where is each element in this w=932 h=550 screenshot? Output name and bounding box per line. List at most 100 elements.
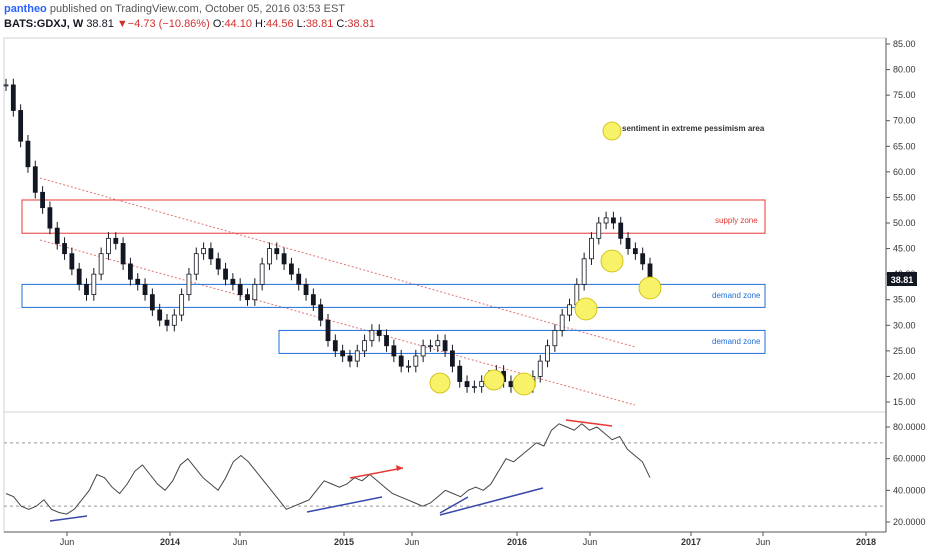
candle-body bbox=[479, 381, 485, 388]
time-tick-label: Jun bbox=[233, 537, 248, 547]
sentiment-marker-icon bbox=[512, 372, 536, 396]
time-tick-label: 2016 bbox=[507, 537, 527, 547]
divergence-line-red bbox=[349, 467, 404, 479]
candle-body bbox=[267, 248, 272, 265]
sentiment-marker-icon bbox=[600, 249, 624, 273]
osc-tick-label: 40.0000 bbox=[893, 485, 926, 495]
candle-body bbox=[40, 191, 45, 209]
low-value: 38.81 bbox=[305, 18, 334, 30]
candle-body bbox=[310, 294, 316, 306]
time-tick-label: Jun bbox=[583, 537, 598, 547]
candle-body bbox=[171, 314, 177, 326]
candle-body bbox=[259, 263, 265, 285]
price-tick-label: 65.00 bbox=[893, 141, 916, 151]
candle-body bbox=[552, 329, 558, 347]
supply-zone-box bbox=[21, 199, 766, 234]
price-tick-label: 20.00 bbox=[893, 371, 916, 381]
ohlc-line: BATS:GDXJ, W 38.81 ▼−4.73 (−10.86%) O:44… bbox=[4, 17, 375, 32]
divergence-line-1 bbox=[49, 515, 88, 522]
candle-body bbox=[537, 360, 543, 377]
candle-body bbox=[457, 365, 463, 382]
candle-body bbox=[428, 345, 433, 348]
price-tick-label: 30.00 bbox=[893, 320, 916, 330]
candle-body bbox=[332, 340, 338, 352]
candle-body bbox=[10, 84, 16, 111]
candle-body bbox=[215, 258, 221, 270]
osc-tick-label: 60.0000 bbox=[893, 454, 926, 464]
channel-upper-line bbox=[39, 177, 636, 348]
author-link[interactable]: pantheo bbox=[4, 3, 47, 15]
time-tick-label: 2017 bbox=[681, 537, 701, 547]
candle-body bbox=[274, 248, 280, 255]
candle-body bbox=[128, 263, 133, 280]
candle-body bbox=[98, 253, 104, 275]
candle-body bbox=[281, 253, 287, 265]
candle-body bbox=[18, 110, 24, 142]
channel-lower-line bbox=[39, 239, 636, 406]
price-tick-label: 80.00 bbox=[893, 65, 916, 75]
candle-body bbox=[84, 283, 89, 296]
divergence-line-top bbox=[565, 419, 613, 427]
sentiment-marker-icon bbox=[574, 297, 598, 321]
demand-zone-box bbox=[21, 283, 766, 308]
candle-body bbox=[32, 166, 38, 193]
candle-body bbox=[142, 283, 148, 296]
price-tick-label: 55.00 bbox=[893, 192, 916, 202]
candle-body bbox=[237, 283, 243, 296]
price-tick-label: 50.00 bbox=[893, 218, 916, 228]
change-arrow-icon: ▼ bbox=[116, 18, 128, 30]
candle-body bbox=[252, 283, 258, 301]
candle-body bbox=[618, 222, 624, 239]
price-tick-label: 75.00 bbox=[893, 90, 916, 100]
candle-body bbox=[420, 345, 426, 357]
candle-body bbox=[413, 355, 419, 367]
open-label: O: bbox=[212, 18, 225, 30]
candle-body bbox=[640, 253, 646, 265]
candle-body bbox=[208, 248, 214, 260]
time-tick-label: Jun bbox=[756, 537, 771, 547]
high-label: H: bbox=[255, 18, 267, 30]
sentiment-marker-icon bbox=[602, 121, 622, 141]
price-tick-label: 25.00 bbox=[893, 346, 916, 356]
candle-body bbox=[464, 381, 470, 388]
price-tick-label: 15.00 bbox=[893, 397, 916, 407]
open-value: 44.10 bbox=[224, 18, 252, 30]
candle-body bbox=[632, 248, 638, 255]
candle-body bbox=[581, 258, 587, 285]
candle-body bbox=[296, 273, 302, 285]
candle-body bbox=[559, 314, 565, 331]
candle-body bbox=[164, 319, 170, 326]
chart-header: pantheo published on TradingView.com, Oc… bbox=[4, 2, 375, 32]
candle-body bbox=[25, 140, 31, 168]
candle-body bbox=[369, 329, 375, 342]
divergence-arrow-icon bbox=[396, 465, 403, 471]
candle-body bbox=[230, 278, 236, 285]
time-tick-label: 2015 bbox=[334, 537, 354, 547]
candle-body bbox=[76, 268, 82, 285]
candle-body bbox=[120, 243, 126, 265]
candle-body bbox=[435, 340, 441, 347]
candle-body bbox=[545, 345, 550, 362]
time-tick-label: Jun bbox=[405, 537, 420, 547]
candle-body bbox=[442, 340, 448, 352]
candle-body bbox=[106, 237, 111, 255]
candle-body bbox=[354, 350, 360, 362]
candle-body bbox=[325, 319, 331, 342]
demand-zone-label-lower: demand zone bbox=[712, 337, 761, 346]
candle-body bbox=[318, 304, 324, 321]
candle-body bbox=[398, 355, 404, 367]
time-tick-label: 2018 bbox=[856, 537, 876, 547]
candle-body bbox=[245, 294, 250, 301]
candle-body bbox=[376, 329, 382, 336]
symbol-label[interactable]: BATS:GDXJ, W bbox=[4, 18, 84, 30]
candle-body bbox=[3, 84, 9, 87]
time-tick-label: 2014 bbox=[160, 537, 180, 547]
candle-body bbox=[625, 237, 631, 249]
sentiment-annotation: sentiment in extreme pessimism area bbox=[622, 124, 765, 133]
close-value: 38.81 bbox=[347, 18, 375, 30]
price-tick-label: 35.00 bbox=[893, 295, 916, 305]
divergence-line-3 bbox=[439, 496, 469, 514]
price-tick-label: 85.00 bbox=[893, 39, 916, 49]
candle-body bbox=[54, 227, 60, 244]
